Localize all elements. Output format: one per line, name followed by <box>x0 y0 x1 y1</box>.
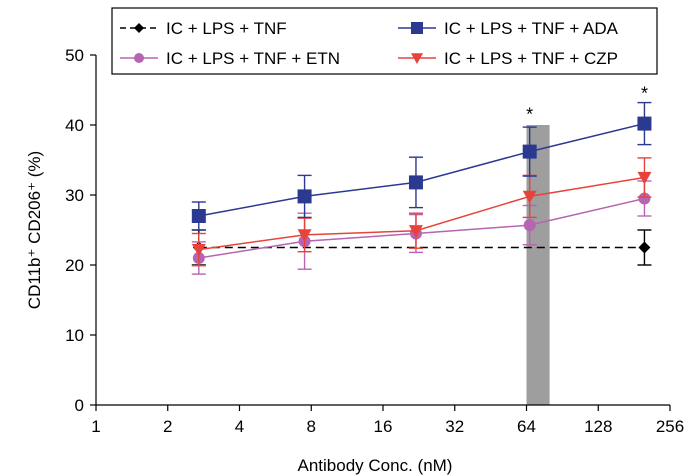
x-tick-label: 128 <box>584 417 612 436</box>
data-point <box>408 175 423 190</box>
x-tick-label: 2 <box>163 417 172 436</box>
series-ic-lps-tnf-czp <box>191 157 652 267</box>
data-point <box>638 241 651 254</box>
legend-marker <box>134 23 144 33</box>
data-point <box>638 192 651 205</box>
axes-layer: 0 10 20 30 40 50 1 2 4 8 16 32 64 128 256 <box>65 46 684 436</box>
legend: IC + LPS + TNF IC + LPS + TNF + ADA IC + L… <box>111 7 658 75</box>
data-point <box>637 116 652 131</box>
legend-marker <box>134 53 144 63</box>
y-tick-label: 50 <box>65 46 84 65</box>
data-point <box>191 244 206 257</box>
data-point <box>408 225 423 238</box>
data-point <box>297 189 312 204</box>
annotations: ** <box>526 84 648 125</box>
data-point <box>637 171 652 185</box>
x-tick-label: 4 <box>235 417 244 436</box>
x-tick-label: 32 <box>445 417 464 436</box>
significance-asterisk: * <box>526 105 533 125</box>
legend-label: IC + LPS + TNF + ETN <box>166 49 340 68</box>
y-tick-label: 10 <box>65 326 84 345</box>
x-tick-label: 1 <box>91 417 100 436</box>
data-point <box>191 209 206 223</box>
significance-asterisk: * <box>641 84 648 104</box>
series-layer <box>191 101 652 275</box>
data-point <box>522 190 537 204</box>
data-point <box>297 229 312 242</box>
legend-marker <box>411 53 423 64</box>
legend-item: IC + LPS + TNF + ADA <box>398 19 619 38</box>
x-tick-label: 8 <box>307 417 316 436</box>
y-tick-label: 40 <box>65 116 84 135</box>
series-ic-lps-tnf-etn <box>191 180 652 275</box>
legend-item: IC + LPS + TNF + ETN <box>120 49 340 68</box>
data-point <box>522 144 537 159</box>
legend-label: IC + LPS + TNF <box>166 19 287 38</box>
x-tick-label: 256 <box>656 417 684 436</box>
legend-marker <box>411 22 423 34</box>
y-axis-title: CD11b⁺ CD206⁺ (%) <box>25 151 44 309</box>
y-tick-label: 20 <box>65 256 84 275</box>
data-point <box>523 219 536 232</box>
x-axis-title: Antibody Conc. (nM) <box>298 456 453 475</box>
series-line <box>198 122 645 217</box>
legend-item: IC + LPS + TNF <box>120 19 287 38</box>
y-tick-label: 0 <box>75 396 84 415</box>
legend-box <box>111 7 658 75</box>
series-ic-lps-tnf-ada <box>191 101 652 231</box>
legend-label: IC + LPS + TNF + ADA <box>444 19 619 38</box>
legend-item: IC + LPS + TNF + CZP <box>398 49 618 68</box>
x-tick-label: 16 <box>374 417 393 436</box>
x-tick-label: 64 <box>517 417 536 436</box>
legend-label: IC + LPS + TNF + CZP <box>444 49 618 68</box>
y-tick-label: 30 <box>65 186 84 205</box>
